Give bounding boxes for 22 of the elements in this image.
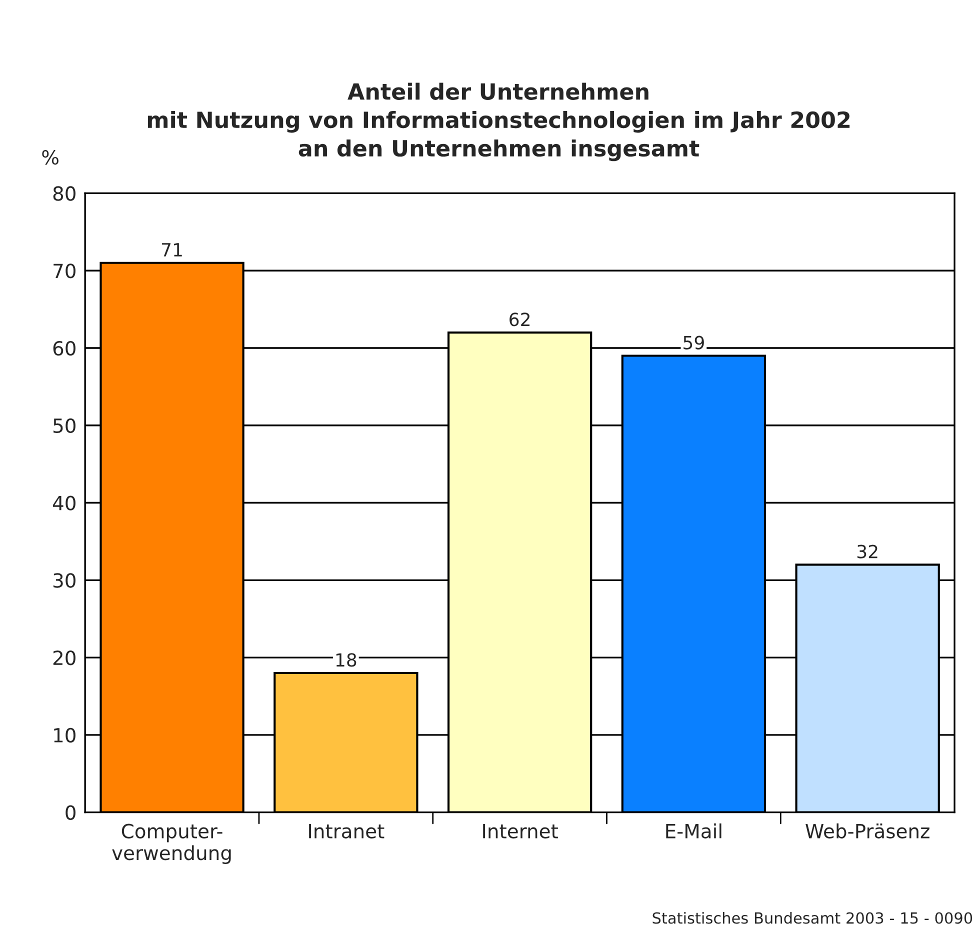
y-tick-label: 70 (54, 264, 76, 278)
y-axis-title: % (42, 150, 58, 165)
chart-title: Anteil der Unternehmen mit Nutzung von Informationstechnologien im Jahr 2002 an den Unternehmen insgesamt (148, 82, 850, 162)
data-label: 32 (857, 544, 878, 558)
x-tick-label: Web-Präsenz (806, 823, 930, 838)
y-tick-label: 10 (54, 728, 76, 743)
y-tick-label: 40 (52, 496, 76, 510)
x-tick-label: Internet (483, 824, 558, 838)
y-tick-label: 20 (53, 650, 76, 666)
data-label: 59 (684, 336, 704, 350)
y-tick-label: 50 (54, 418, 76, 434)
data-label: 62 (510, 312, 530, 326)
x-tick-label: E-Mail (666, 823, 722, 838)
x-tick-label: Intranet (309, 824, 384, 838)
y-tick-label: 80 (53, 186, 76, 201)
x-tick-label: Computer- verwendung (112, 824, 231, 864)
text: Statistisches Bundesamt 2003 - 15 - 0090 (652, 912, 972, 924)
data-label: 18 (336, 653, 356, 667)
y-tick-label: 30 (53, 573, 76, 588)
data-label: 71 (162, 243, 182, 256)
y-tick-label: 0 (66, 805, 76, 820)
y-tick-label: 60 (53, 340, 76, 356)
